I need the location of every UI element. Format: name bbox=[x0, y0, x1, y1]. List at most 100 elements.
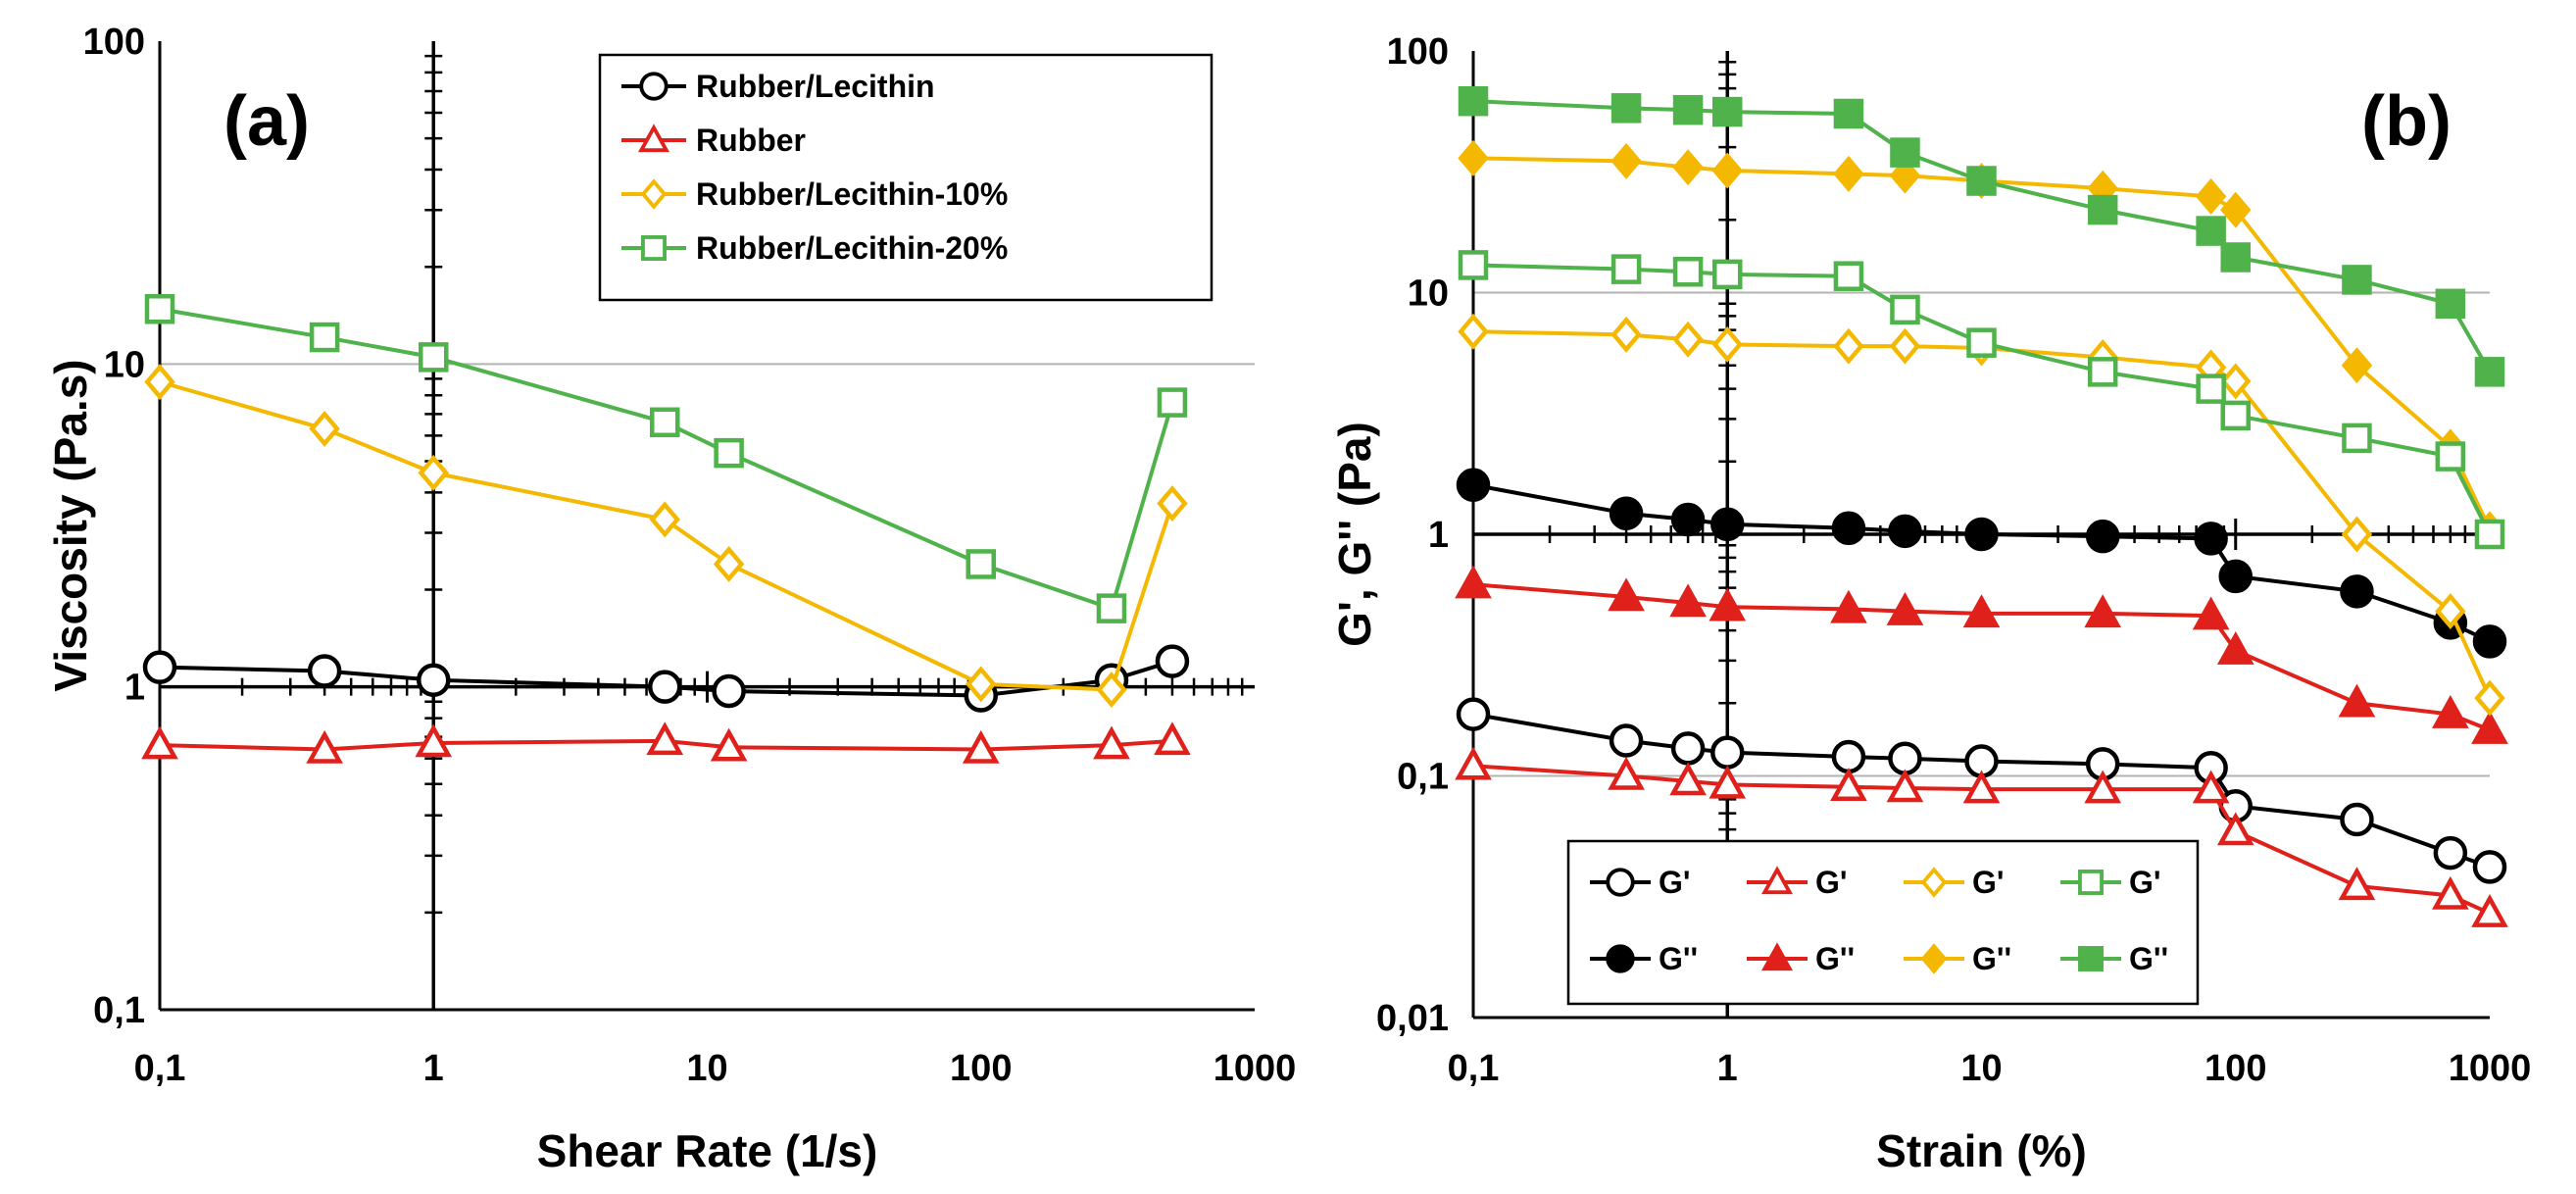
data-point bbox=[1833, 327, 1864, 365]
data-point bbox=[307, 654, 342, 688]
legend-label: G'' bbox=[1815, 941, 1855, 976]
data-point bbox=[1966, 166, 1997, 196]
legend-marker bbox=[637, 124, 670, 153]
data-point bbox=[2471, 710, 2508, 744]
data-point bbox=[1610, 316, 1642, 353]
data-point bbox=[2216, 812, 2254, 846]
data-point bbox=[2472, 850, 2507, 884]
data-point bbox=[1831, 739, 1866, 774]
series-black-open bbox=[142, 644, 1190, 713]
series-line bbox=[1472, 263, 2492, 535]
data-point bbox=[647, 670, 682, 704]
data-point bbox=[1964, 517, 1999, 552]
x-tick-label: 1000 bbox=[2449, 1048, 2532, 1089]
data-point bbox=[962, 729, 1000, 764]
data-point bbox=[2340, 802, 2374, 837]
data-point bbox=[2432, 875, 2469, 910]
series-line bbox=[159, 659, 1173, 698]
series-orange-open bbox=[144, 364, 1188, 709]
data-point bbox=[2338, 683, 2376, 718]
data-point bbox=[141, 725, 178, 760]
data-point bbox=[417, 663, 451, 697]
panel-label: (a) bbox=[223, 82, 310, 161]
data-point bbox=[2220, 400, 2251, 431]
data-point bbox=[1672, 149, 1704, 186]
data-point bbox=[1670, 731, 1706, 766]
data-point bbox=[1833, 261, 1864, 291]
data-point bbox=[1608, 577, 1645, 612]
x-tick-label: 0,1 bbox=[134, 1048, 186, 1089]
data-point bbox=[142, 650, 177, 684]
chart-panel-a: 0,1 1 10 100 1000 0,1 1 10 100 Shear Rate (1/s) Vi… bbox=[45, 22, 1296, 1176]
legend-label: Rubber/Lecithin-10% bbox=[696, 176, 1008, 212]
data-point bbox=[1886, 769, 1924, 803]
legend-marker bbox=[1920, 943, 1948, 974]
data-point bbox=[144, 364, 175, 401]
legend-label: Rubber bbox=[696, 123, 806, 158]
data-point bbox=[309, 410, 340, 447]
data-point bbox=[1155, 644, 1190, 678]
data-point bbox=[2338, 867, 2376, 901]
data-point bbox=[2472, 624, 2507, 659]
data-point bbox=[2474, 679, 2505, 717]
data-point bbox=[306, 729, 343, 764]
data-point bbox=[1672, 94, 1704, 125]
x-tick-label: 1 bbox=[423, 1048, 444, 1089]
data-point bbox=[649, 501, 680, 538]
y-tick-label: 100 bbox=[83, 22, 145, 63]
legend-label: G'' bbox=[2129, 941, 2168, 976]
series-green-open bbox=[144, 294, 1188, 623]
data-point bbox=[2341, 516, 2373, 553]
series-line bbox=[159, 307, 1174, 612]
series-red-filled bbox=[1455, 565, 2508, 744]
data-point bbox=[1610, 254, 1642, 284]
x-tick-label: 1000 bbox=[1214, 1048, 1297, 1089]
data-point bbox=[1669, 583, 1707, 618]
x-tick-label: 100 bbox=[950, 1048, 1012, 1089]
legend-box bbox=[598, 53, 1214, 302]
legend-marker bbox=[1760, 942, 1794, 971]
legend-label: G' bbox=[2129, 865, 2161, 900]
x-axis-title: Shear Rate (1/s) bbox=[537, 1125, 878, 1176]
panel-label: (b) bbox=[2361, 82, 2452, 161]
data-point bbox=[1455, 746, 1492, 780]
data-point bbox=[2341, 347, 2373, 384]
data-point bbox=[2085, 519, 2120, 554]
data-point bbox=[2474, 357, 2505, 387]
data-point bbox=[713, 545, 745, 582]
data-point bbox=[1709, 587, 1747, 622]
data-point bbox=[1157, 387, 1188, 418]
legend-label: G'' bbox=[1659, 941, 1698, 976]
legend-label: Rubber/Lecithin-20% bbox=[696, 230, 1008, 266]
y-tick-label: 1 bbox=[124, 668, 145, 709]
data-point bbox=[1710, 735, 1745, 770]
data-point bbox=[418, 454, 449, 491]
data-point bbox=[1888, 514, 1922, 549]
legend: Rubber/Lecithin Rubber Rubber/Lecithin-10%… bbox=[598, 53, 1214, 302]
data-point bbox=[1154, 721, 1191, 756]
legend-box bbox=[1566, 839, 2200, 1006]
legend: G' G'' G' G'' G' G'' G' G'' bbox=[1566, 839, 2200, 1006]
data-point bbox=[1712, 259, 1743, 290]
data-point bbox=[1831, 511, 1866, 546]
legend-marker bbox=[1606, 944, 1635, 973]
data-point bbox=[1711, 152, 1743, 189]
data-point bbox=[1890, 294, 1920, 325]
data-point bbox=[2342, 423, 2372, 454]
data-point bbox=[144, 294, 175, 324]
series-line bbox=[159, 738, 1173, 752]
series-green-open bbox=[1458, 250, 2505, 550]
data-point bbox=[2220, 191, 2252, 228]
data-point bbox=[1833, 155, 1864, 192]
data-point bbox=[1672, 321, 1704, 358]
legend-label: G' bbox=[1815, 865, 1848, 900]
data-point bbox=[2435, 288, 2466, 320]
legend-label: G'' bbox=[1972, 941, 2011, 976]
legend-marker bbox=[2078, 870, 2104, 895]
data-point bbox=[2435, 441, 2466, 472]
data-point bbox=[2433, 835, 2468, 871]
data-point bbox=[1888, 741, 1922, 776]
data-point bbox=[1890, 137, 1920, 168]
data-point bbox=[1458, 85, 1489, 117]
